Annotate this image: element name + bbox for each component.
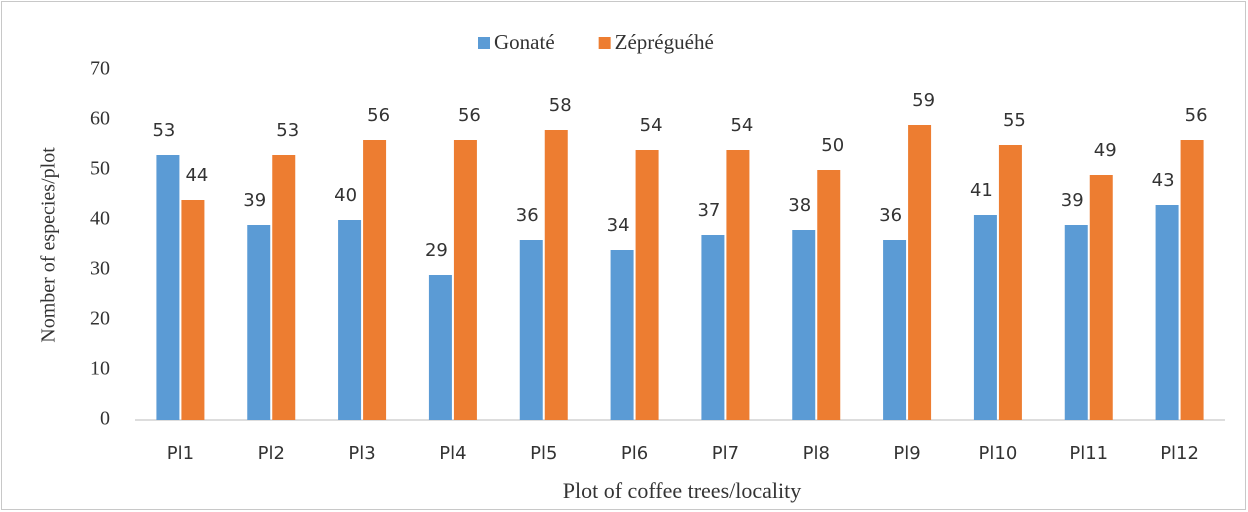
data-label: 55 <box>1003 110 1026 131</box>
data-label: 50 <box>821 135 844 156</box>
x-tick-label: Pl12 <box>1160 443 1199 464</box>
y-axis-label: Nomber of especies/plot <box>38 147 60 343</box>
bar <box>181 200 205 420</box>
data-label: 43 <box>1152 170 1175 191</box>
bar <box>544 130 568 420</box>
y-tick-label: 20 <box>90 308 110 330</box>
data-label: 34 <box>607 215 630 236</box>
data-label: 40 <box>334 185 357 206</box>
bar <box>519 240 543 420</box>
legend-label: Gonaté <box>494 30 555 54</box>
bar <box>701 235 725 420</box>
bar <box>338 220 362 420</box>
x-tick-label: Pl5 <box>530 443 557 464</box>
data-label: 53 <box>276 120 299 141</box>
x-tick-label: Pl9 <box>893 443 920 464</box>
data-label: 56 <box>458 105 481 126</box>
bar <box>817 170 841 420</box>
y-tick-label: 70 <box>90 58 110 80</box>
x-tick-label: Pl11 <box>1069 443 1108 464</box>
x-tick-label: Pl6 <box>621 443 648 464</box>
data-label: 36 <box>879 205 902 226</box>
bar <box>1155 205 1179 420</box>
bar <box>1089 175 1113 420</box>
legend-label: Zépréguéhé <box>615 30 714 54</box>
data-label: 58 <box>549 95 572 116</box>
data-label: 39 <box>243 190 266 211</box>
x-tick-label: Pl1 <box>167 443 194 464</box>
x-tick-label: Pl10 <box>979 443 1018 464</box>
x-tick-label: Pl8 <box>803 443 830 464</box>
legend-swatch <box>478 37 490 49</box>
bar <box>973 215 997 420</box>
data-label: 39 <box>1061 190 1084 211</box>
data-label: 49 <box>1094 140 1117 161</box>
bar <box>792 230 816 420</box>
bar <box>610 250 634 420</box>
y-tick-label: 0 <box>100 408 110 430</box>
y-tick-label: 40 <box>90 208 110 230</box>
y-tick-label: 10 <box>90 358 110 380</box>
bar <box>247 225 271 420</box>
bar <box>453 140 477 420</box>
bar <box>635 150 659 420</box>
data-label: 56 <box>1185 105 1208 126</box>
data-label: 44 <box>185 165 208 186</box>
y-tick-label: 50 <box>90 158 110 180</box>
data-label: 54 <box>640 115 663 136</box>
data-label: 37 <box>697 200 720 221</box>
y-tick-label: 30 <box>90 258 110 280</box>
bar <box>428 275 452 420</box>
bar <box>156 155 180 420</box>
data-label: 56 <box>367 105 390 126</box>
bar <box>998 145 1022 420</box>
bar <box>726 150 750 420</box>
data-label: 29 <box>425 240 448 261</box>
x-tick-label: Pl7 <box>712 443 739 464</box>
data-label: 36 <box>516 205 539 226</box>
data-label: 53 <box>152 120 175 141</box>
bar <box>883 240 907 420</box>
x-tick-label: Pl2 <box>258 443 285 464</box>
bar <box>908 125 932 420</box>
bar <box>1180 140 1204 420</box>
data-label: 59 <box>912 90 935 111</box>
bar <box>1064 225 1088 420</box>
y-tick-label: 60 <box>90 108 110 130</box>
data-label: 54 <box>730 115 753 136</box>
x-tick-label: Pl3 <box>348 443 375 464</box>
legend-swatch <box>598 37 611 49</box>
x-tick-label: Pl4 <box>439 443 466 464</box>
x-axis-label: Plot of coffee trees/locality <box>563 478 801 503</box>
data-label: 41 <box>970 180 993 201</box>
data-label: 38 <box>788 195 811 216</box>
bar <box>363 140 387 420</box>
bar <box>272 155 296 420</box>
